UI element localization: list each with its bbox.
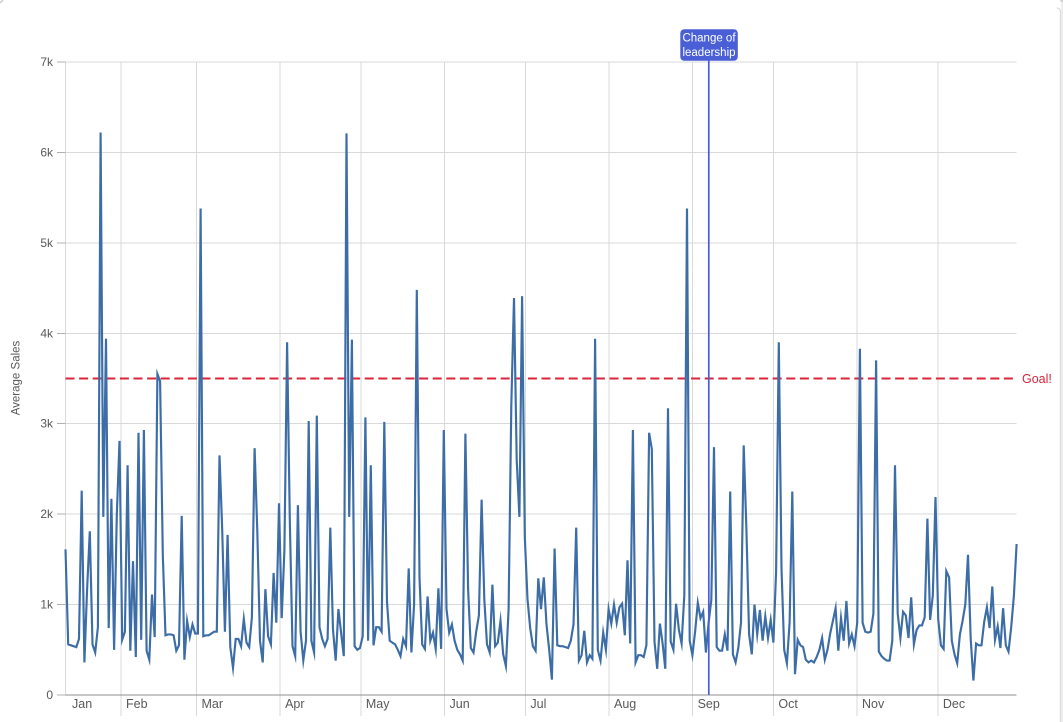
svg-text:2k: 2k	[40, 507, 54, 521]
svg-text:Sep: Sep	[698, 697, 720, 711]
svg-text:Goal!: Goal!	[1022, 372, 1052, 386]
svg-text:4k: 4k	[40, 326, 54, 340]
svg-text:Jun: Jun	[450, 697, 470, 711]
svg-text:3k: 3k	[40, 417, 54, 431]
svg-text:Dec: Dec	[943, 697, 965, 711]
svg-text:Nov: Nov	[862, 697, 885, 711]
svg-text:leadership: leadership	[682, 47, 735, 59]
svg-text:6k: 6k	[40, 145, 54, 159]
svg-text:0: 0	[46, 688, 53, 702]
svg-text:Oct: Oct	[778, 697, 798, 711]
svg-text:7k: 7k	[40, 55, 54, 69]
svg-text:1k: 1k	[40, 598, 54, 612]
svg-text:5k: 5k	[40, 236, 54, 250]
svg-text:Aug: Aug	[614, 697, 636, 711]
svg-text:Mar: Mar	[202, 697, 224, 711]
svg-text:Jan: Jan	[72, 697, 92, 711]
svg-text:Apr: Apr	[285, 697, 304, 711]
svg-text:Jul: Jul	[530, 697, 546, 711]
svg-text:Change of: Change of	[682, 33, 736, 45]
svg-text:Average Sales: Average Sales	[11, 340, 23, 415]
svg-text:Feb: Feb	[126, 697, 148, 711]
svg-text:May: May	[366, 697, 390, 711]
